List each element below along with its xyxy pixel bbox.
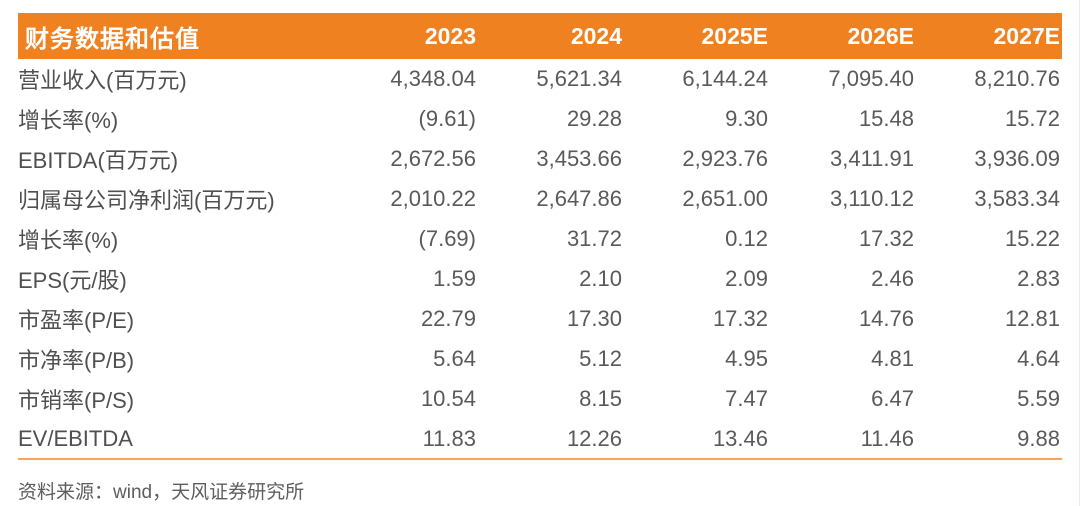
row-label: 增长率(%) bbox=[18, 228, 119, 253]
column-header-2027e: 2027E bbox=[993, 22, 1060, 49]
cell-value: 15.48 bbox=[858, 106, 914, 131]
table-row: 营业收入(百万元) 4,348.04 5,621.34 6,144.24 7,095.4… bbox=[18, 59, 1062, 99]
table-row: EBITDA(百万元) 2,672.56 3,453.66 2,923.76 3,411… bbox=[18, 139, 1062, 179]
cell-value: 0.12 bbox=[725, 226, 768, 251]
cell-value: 2,010.22 bbox=[390, 186, 476, 211]
cell-value: 7,095.40 bbox=[828, 66, 914, 91]
cell-value: 5.64 bbox=[433, 346, 476, 371]
row-label: EPS(元/股) bbox=[18, 268, 127, 293]
column-header-2025e: 2025E bbox=[701, 22, 768, 49]
table-row: 市盈率(P/E) 22.79 17.30 17.32 14.76 12.81 bbox=[18, 299, 1062, 339]
financial-data-table: 财务数据和估值 2023 2024 2025E 2026E 2027E 营业收入(百万元… bbox=[18, 13, 1062, 460]
table-row: 市净率(P/B) 5.64 5.12 4.95 4.81 4.64 bbox=[18, 339, 1062, 379]
row-label: 营业收入(百万元) bbox=[18, 68, 187, 93]
table-row: 增长率(%) (7.69) 31.72 0.12 17.32 15.22 bbox=[18, 219, 1062, 259]
column-header-2026e: 2026E bbox=[847, 22, 914, 49]
cell-value: 14.76 bbox=[858, 306, 914, 331]
financial-table-container: 财务数据和估值 2023 2024 2025E 2026E 2027E 营业收入(百万元… bbox=[18, 13, 1062, 460]
cell-value: 2.46 bbox=[871, 266, 914, 291]
cell-value: 7.47 bbox=[725, 386, 768, 411]
cell-value: 11.83 bbox=[422, 425, 476, 451]
table-row: EV/EBITDA 11.83 12.26 13.46 11.46 9.88 bbox=[18, 419, 1062, 459]
cell-value: 6,144.24 bbox=[682, 66, 768, 91]
column-header-2024: 2024 bbox=[570, 22, 622, 49]
cell-value: 5,621.34 bbox=[536, 66, 622, 91]
cell-value: 10.54 bbox=[420, 386, 476, 411]
cell-value: 17.30 bbox=[566, 306, 622, 331]
cell-value: 5.12 bbox=[579, 346, 622, 371]
cell-value: 29.28 bbox=[566, 106, 622, 131]
row-label: 市净率(P/B) bbox=[18, 348, 135, 373]
cell-value: 2,647.86 bbox=[536, 186, 622, 211]
cell-value: 11.46 bbox=[860, 425, 914, 451]
cell-value: 6.47 bbox=[871, 386, 914, 411]
cell-value: 9.88 bbox=[1017, 425, 1060, 451]
source-note: 资料来源：wind，天风证券研究所 bbox=[18, 482, 305, 503]
cell-value: 13.46 bbox=[712, 425, 768, 451]
row-label: EV/EBITDA bbox=[18, 425, 133, 451]
cell-value: 3,583.34 bbox=[974, 186, 1060, 211]
cell-value: (7.69) bbox=[418, 226, 476, 251]
table-header-row: 财务数据和估值 2023 2024 2025E 2026E 2027E bbox=[18, 13, 1062, 59]
cell-value: 2,672.56 bbox=[390, 146, 476, 171]
row-label: 市盈率(P/E) bbox=[18, 308, 135, 333]
cell-value: 2,651.00 bbox=[682, 186, 768, 211]
cell-value: 31.72 bbox=[566, 226, 622, 251]
cell-value: 3,411.91 bbox=[829, 146, 914, 171]
cell-value: (9.61) bbox=[418, 106, 476, 131]
cell-value: 2.10 bbox=[579, 266, 622, 291]
cell-value: 12.81 bbox=[1004, 306, 1060, 331]
table-row: 市销率(P/S) 10.54 8.15 7.47 6.47 5.59 bbox=[18, 379, 1062, 419]
cell-value: 5.59 bbox=[1017, 386, 1060, 411]
cell-value: 4.64 bbox=[1017, 346, 1060, 371]
cell-value: 15.22 bbox=[1004, 226, 1060, 251]
cell-value: 3,453.66 bbox=[536, 146, 622, 171]
table-row: 归属母公司净利润(百万元) 2,010.22 2,647.86 2,651.00 3,1… bbox=[18, 179, 1062, 219]
table-title: 财务数据和估值 bbox=[25, 25, 200, 53]
cell-value: 4,348.04 bbox=[390, 66, 476, 91]
table-body: 营业收入(百万元) 4,348.04 5,621.34 6,144.24 7,095.4… bbox=[18, 59, 1062, 459]
cell-value: 2,923.76 bbox=[682, 146, 768, 171]
cell-value: 4.95 bbox=[725, 346, 768, 371]
cell-value: 8.15 bbox=[579, 386, 622, 411]
cell-value: 4.81 bbox=[871, 346, 914, 371]
cell-value: 8,210.76 bbox=[974, 66, 1060, 91]
cell-value: 17.32 bbox=[858, 226, 914, 251]
cell-value: 2.83 bbox=[1017, 266, 1060, 291]
cell-value: 9.30 bbox=[725, 106, 768, 131]
cell-value: 3,936.09 bbox=[974, 146, 1060, 171]
cell-value: 1.59 bbox=[433, 266, 476, 291]
table-row: EPS(元/股) 1.59 2.10 2.09 2.46 2.83 bbox=[18, 259, 1062, 299]
row-label: 增长率(%) bbox=[18, 108, 119, 133]
cell-value: 15.72 bbox=[1004, 106, 1060, 131]
row-label: 归属母公司净利润(百万元) bbox=[18, 188, 275, 213]
cell-value: 22.79 bbox=[420, 306, 476, 331]
column-header-2023: 2023 bbox=[424, 22, 476, 49]
table-row: 增长率(%) (9.61) 29.28 9.30 15.48 15.72 bbox=[18, 99, 1062, 139]
cell-value: 17.32 bbox=[712, 306, 768, 331]
row-label: EBITDA(百万元) bbox=[18, 148, 179, 173]
row-label: 市销率(P/S) bbox=[18, 388, 135, 413]
cell-value: 12.26 bbox=[566, 425, 622, 451]
cell-value: 3,110.12 bbox=[829, 186, 914, 211]
cell-value: 2.09 bbox=[725, 266, 768, 291]
